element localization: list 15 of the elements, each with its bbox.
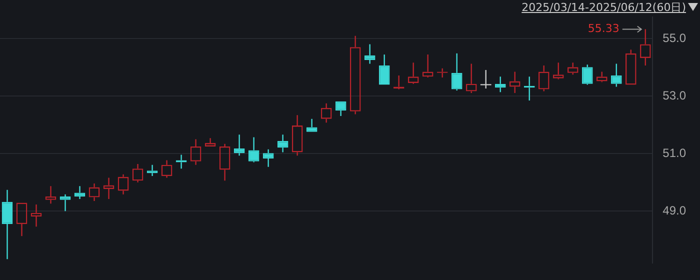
y-tick-label: 49.0 [662,203,686,218]
candlestick [378,54,390,85]
candlestick [364,44,376,64]
candlestick [2,189,13,260]
y-tick-label: 55.0 [662,31,686,46]
annotation: 55.33 [588,22,620,36]
candlestick [262,148,274,168]
y-tick-label: 53.0 [662,88,686,103]
candlestick [494,76,506,93]
candlestick [234,134,245,156]
candlestick [60,194,71,212]
y-tick-label: 51.0 [662,146,686,160]
candlestick [306,118,318,132]
candlestick [480,69,492,90]
chart-title: 2025/03/14-2025/06/12(60日) [522,0,686,15]
